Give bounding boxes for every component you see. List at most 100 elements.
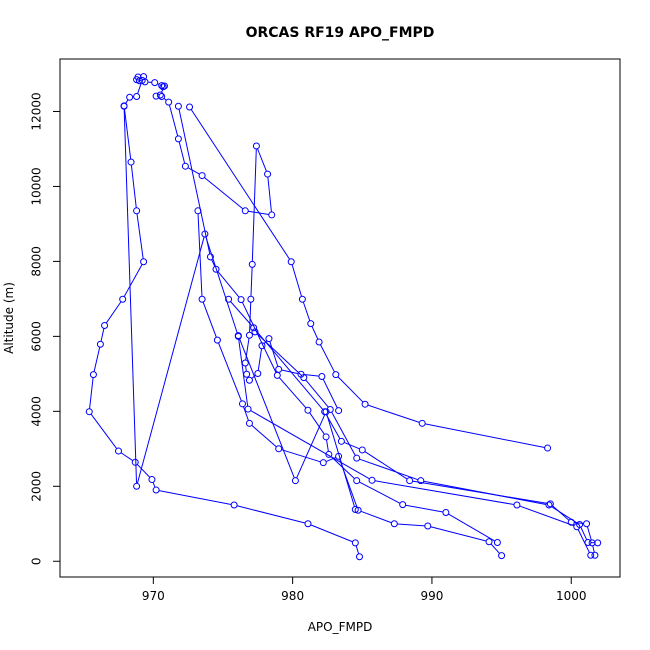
series-0-segment bbox=[257, 148, 267, 172]
series-6-point bbox=[251, 328, 259, 336]
series-6-segment bbox=[580, 527, 588, 541]
series-0-segment bbox=[90, 413, 118, 449]
series-0-segment bbox=[355, 545, 360, 555]
series-0-segment bbox=[251, 374, 256, 379]
series-3-segment bbox=[278, 377, 307, 409]
y-tick-label: 0 bbox=[30, 557, 44, 565]
series-3-point bbox=[174, 102, 182, 110]
series-5-point bbox=[250, 324, 258, 332]
series-0-segment bbox=[269, 341, 279, 367]
series-0-point bbox=[151, 79, 159, 87]
series-0-point bbox=[89, 371, 97, 379]
series-0-point bbox=[243, 370, 251, 378]
series-0-segment bbox=[178, 141, 186, 164]
series-3-segment bbox=[309, 412, 325, 435]
series-2-point bbox=[368, 476, 376, 484]
series-0-segment bbox=[310, 524, 353, 543]
series-6-segment bbox=[359, 458, 419, 481]
series-0-point bbox=[133, 76, 141, 84]
series-0-point bbox=[156, 91, 164, 99]
series-2-point bbox=[201, 230, 209, 238]
series-5-segment bbox=[592, 545, 595, 553]
series-1-segment bbox=[311, 326, 319, 340]
series-0-point bbox=[304, 520, 312, 528]
series-7-point bbox=[234, 332, 242, 340]
series-1-segment bbox=[367, 404, 420, 423]
series-0-point bbox=[230, 501, 238, 509]
series-0-point bbox=[133, 207, 141, 215]
series-2-segment bbox=[123, 109, 138, 484]
series-4-segment bbox=[325, 456, 337, 462]
series-5-point bbox=[225, 295, 233, 303]
series-1-segment bbox=[302, 301, 311, 321]
series-3-point bbox=[442, 509, 450, 517]
series-0-segment bbox=[100, 328, 105, 342]
series-0-point bbox=[160, 82, 168, 90]
series-0-segment bbox=[136, 213, 144, 259]
series-3-point bbox=[399, 501, 407, 509]
series-6-point bbox=[326, 405, 334, 413]
series-0-point bbox=[265, 335, 273, 343]
series-7-segment bbox=[296, 414, 326, 479]
series-6-point bbox=[353, 454, 361, 462]
series-4-point bbox=[354, 506, 362, 514]
series-0-segment bbox=[248, 210, 269, 215]
series-7-point bbox=[322, 408, 330, 416]
series-6-point bbox=[545, 501, 553, 509]
series-0-point bbox=[152, 486, 160, 494]
series-4-point bbox=[335, 452, 343, 460]
series-0-point bbox=[247, 295, 255, 303]
series-4-segment bbox=[397, 523, 425, 527]
series-0-point bbox=[318, 372, 326, 380]
series-6-segment bbox=[423, 480, 547, 505]
series-3-segment bbox=[359, 481, 401, 504]
series-0-point bbox=[356, 553, 363, 561]
series-3-segment bbox=[405, 504, 444, 513]
series-points bbox=[85, 73, 602, 561]
series-0-point bbox=[96, 340, 104, 348]
series-6-point bbox=[584, 539, 592, 547]
series-4-point bbox=[275, 445, 283, 453]
series-1-segment bbox=[291, 264, 303, 297]
series-6-point bbox=[300, 374, 308, 382]
series-0-segment bbox=[136, 464, 151, 478]
series-6-segment bbox=[305, 379, 329, 408]
series-7-point bbox=[291, 477, 299, 485]
series-1-segment bbox=[190, 109, 291, 260]
series-0-point bbox=[268, 211, 276, 219]
series-0-segment bbox=[236, 505, 306, 524]
series-4-point bbox=[424, 522, 432, 530]
series-2-point bbox=[133, 482, 141, 490]
series-1-segment bbox=[425, 423, 545, 448]
series-0-point bbox=[245, 331, 253, 339]
series-0-point bbox=[351, 539, 359, 547]
series-3-segment bbox=[178, 109, 211, 255]
series-0-point bbox=[335, 407, 343, 415]
series-4-segment bbox=[202, 301, 217, 338]
series-0-segment bbox=[158, 490, 232, 505]
series-0-segment bbox=[249, 302, 252, 333]
series-4-segment bbox=[218, 342, 242, 402]
series-0-segment bbox=[93, 347, 101, 372]
y-axis: 0 2000 4000 6000 8000 10000 12000 bbox=[30, 92, 61, 565]
series-1-point bbox=[332, 371, 340, 379]
series-5-point bbox=[406, 477, 414, 485]
series-0-segment bbox=[204, 177, 244, 210]
y-tick-label: 8000 bbox=[30, 246, 44, 277]
series-4-point bbox=[390, 520, 398, 528]
series-3-segment bbox=[217, 271, 240, 298]
y-tick-label: 10000 bbox=[30, 167, 44, 205]
series-7-point bbox=[351, 506, 359, 514]
x-axis: 970 980 990 1000 bbox=[142, 576, 587, 603]
series-5-point bbox=[337, 437, 345, 445]
series-2-segment bbox=[577, 529, 590, 553]
series-0-segment bbox=[257, 348, 263, 371]
series-4-point bbox=[245, 419, 253, 427]
series-3-point bbox=[493, 539, 501, 547]
series-5-point bbox=[358, 446, 366, 454]
series-0-point bbox=[141, 78, 149, 86]
series-2-segment bbox=[519, 505, 575, 527]
chart-title: ORCAS RF19 APO_FMPD bbox=[246, 25, 435, 41]
series-6-point bbox=[594, 539, 602, 547]
